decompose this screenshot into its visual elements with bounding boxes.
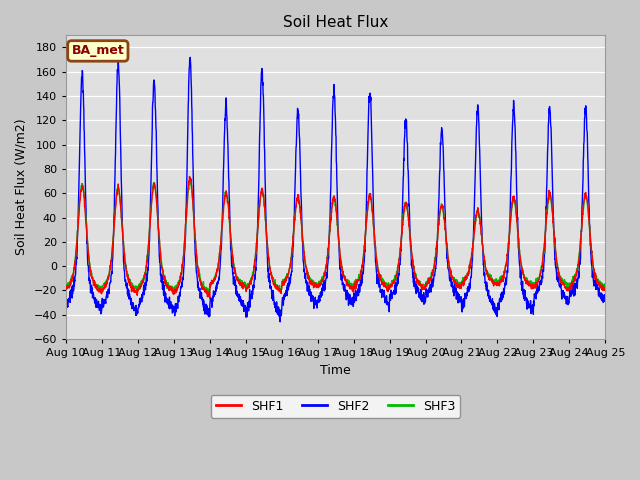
Text: BA_met: BA_met <box>72 45 124 58</box>
Y-axis label: Soil Heat Flux (W/m2): Soil Heat Flux (W/m2) <box>15 119 28 255</box>
X-axis label: Time: Time <box>320 363 351 376</box>
Title: Soil Heat Flux: Soil Heat Flux <box>283 15 388 30</box>
Legend: SHF1, SHF2, SHF3: SHF1, SHF2, SHF3 <box>211 395 460 418</box>
